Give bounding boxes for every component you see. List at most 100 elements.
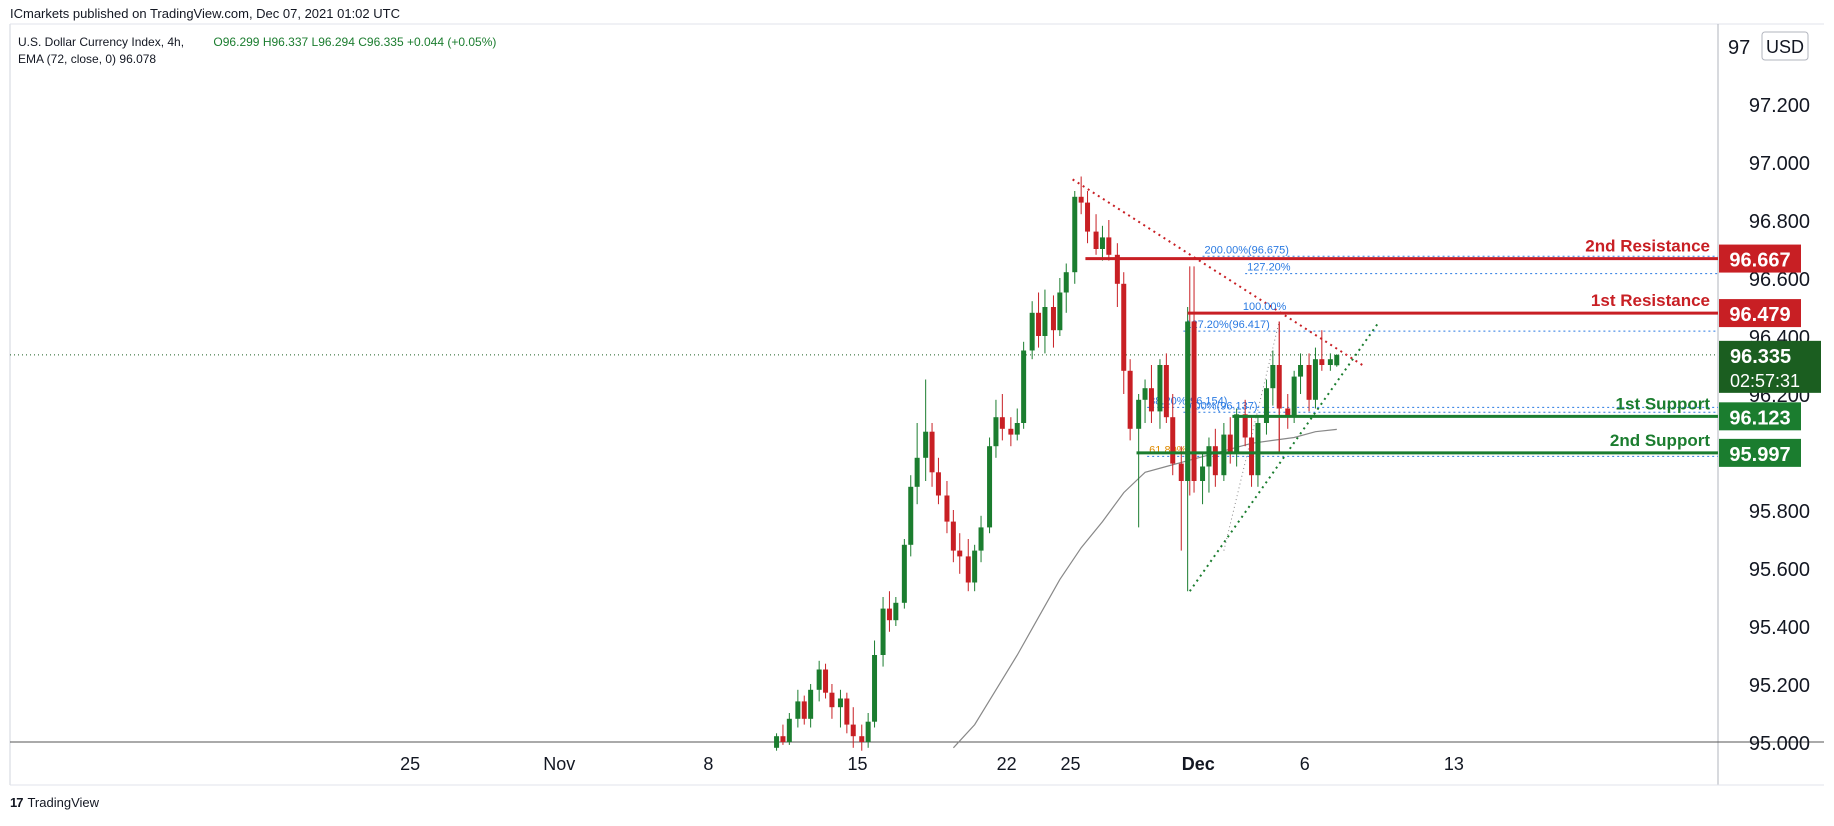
candle-body — [786, 718, 792, 742]
candle-body — [893, 602, 899, 621]
candle — [801, 695, 807, 725]
candle — [1050, 295, 1056, 348]
candle — [1042, 289, 1048, 354]
candle — [1227, 417, 1233, 464]
candle-body — [1148, 388, 1154, 412]
candle — [1136, 394, 1142, 528]
candle-body — [1249, 437, 1255, 476]
fib-annotation-label: 127.20%(96.417) — [1185, 319, 1269, 331]
candle — [1036, 292, 1042, 348]
candle-body — [816, 669, 822, 690]
candle-body — [957, 550, 963, 557]
candle — [987, 437, 993, 534]
candle-body — [829, 692, 835, 708]
fib-annotation-label: 127.20% — [1247, 262, 1291, 274]
legend-ohlc: O96.299 H96.337 L96.294 C96.335 +0.044 (… — [213, 35, 496, 49]
x-tick-label: 25 — [1060, 754, 1080, 774]
candle-body — [1306, 365, 1312, 400]
candle-body — [1221, 434, 1227, 476]
candle — [1291, 370, 1297, 423]
candle-body — [1014, 423, 1020, 435]
candle-body — [880, 608, 886, 655]
legend-change: +0.044 (+0.05%) — [406, 35, 497, 49]
candle — [816, 660, 822, 702]
candle-body — [1008, 428, 1014, 435]
candle-body — [865, 721, 871, 742]
candle — [901, 539, 907, 609]
candle — [1029, 301, 1035, 360]
chart-legend: U.S. Dollar Currency Index, 4h, O96.299 … — [18, 34, 496, 68]
candle-body — [886, 608, 892, 621]
y-tick-label: 95.400 — [1749, 617, 1810, 639]
candle-body — [923, 431, 929, 458]
candle — [1021, 341, 1027, 429]
candle — [1200, 452, 1206, 505]
candle-body — [823, 669, 829, 693]
y-tick-label: 97.000 — [1749, 153, 1810, 175]
candle-body — [1036, 312, 1042, 336]
candle — [865, 713, 871, 748]
candle-body — [1319, 359, 1325, 365]
candle-body — [1312, 359, 1318, 400]
level-price-label: 96.123 — [1729, 407, 1790, 429]
legend-symbol-row: U.S. Dollar Currency Index, 4h, O96.299 … — [18, 34, 496, 51]
candle — [786, 713, 792, 745]
tradingview-footer[interactable]: 17 TradingView — [10, 795, 99, 810]
candle — [829, 684, 835, 719]
y-tick-label-partial: 97 — [1728, 37, 1750, 59]
key-levels: 2nd Resistance 96.667 1st Resistance 96.479… — [1085, 237, 1801, 467]
candle-body — [1263, 388, 1269, 423]
candle — [1334, 354, 1340, 367]
candle-body — [1042, 307, 1048, 336]
candle — [935, 457, 941, 505]
candle-body — [1029, 312, 1035, 351]
candle-body — [1063, 272, 1069, 293]
candle — [1276, 321, 1282, 452]
candle-body — [859, 736, 865, 742]
currency-badge — [1761, 31, 1809, 61]
price-countdown-label: 02:57:31 — [1730, 371, 1800, 391]
candle-body — [795, 701, 801, 719]
ema-72-line — [952, 428, 1337, 749]
legend-close: C96.335 — [358, 35, 404, 49]
candle — [886, 591, 892, 632]
candle — [859, 724, 865, 751]
candle-body — [1227, 434, 1233, 452]
legend-ema-value: 96.078 — [119, 52, 157, 66]
current-price-label: 96.335 — [1730, 346, 1791, 368]
candle-body — [1334, 354, 1340, 366]
level-price-label: 96.479 — [1729, 304, 1790, 326]
candle — [1242, 399, 1248, 447]
candle-body — [1021, 350, 1027, 423]
candle-body — [914, 457, 920, 487]
ascending-trendline — [1188, 323, 1379, 592]
publisher-text: ICmarkets published on TradingView.com, … — [10, 6, 400, 21]
candle-body — [1291, 376, 1297, 418]
y-tick-label: 95.000 — [1749, 733, 1810, 755]
candle — [1114, 243, 1120, 307]
candle — [1148, 365, 1154, 423]
candle-body — [1255, 423, 1261, 476]
y-tick-label: 96.800 — [1749, 211, 1810, 233]
legend-open: O96.299 — [213, 35, 260, 49]
candle — [965, 539, 971, 592]
legend-ema-row: EMA (72, close, 0) 96.078 — [18, 51, 496, 68]
candle — [1008, 417, 1014, 447]
candle — [1121, 272, 1127, 394]
tradingview-brand: TradingView — [27, 795, 100, 810]
candle — [1142, 379, 1148, 423]
candle-body — [935, 472, 941, 496]
candle-body — [1157, 365, 1163, 412]
candle-body — [1136, 399, 1142, 429]
candle-body — [1106, 237, 1112, 255]
candle — [880, 597, 886, 667]
candle — [844, 692, 850, 734]
candle-body — [850, 724, 856, 737]
candle-body — [1114, 254, 1120, 284]
legend-symbol: U.S. Dollar Currency Index, 4h, — [18, 35, 185, 49]
candle — [908, 475, 914, 557]
candle-body — [1121, 283, 1127, 371]
fib-annotation-label: 100.00% — [1243, 301, 1287, 313]
